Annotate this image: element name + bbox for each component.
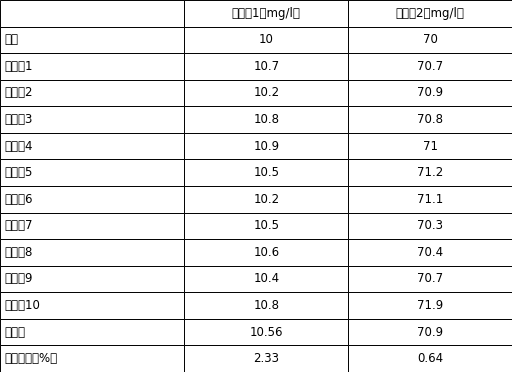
Text: 70.8: 70.8 (417, 113, 443, 126)
Bar (348, 26, 512, 53)
Bar (184, 266, 348, 292)
Bar (184, 346, 348, 372)
Text: 70.7: 70.7 (417, 273, 443, 285)
Text: 测定偗8: 测定偗8 (4, 246, 32, 259)
Bar (348, 53, 512, 80)
Text: 70.4: 70.4 (417, 246, 443, 259)
Text: 测定偗6: 测定偗6 (4, 193, 33, 206)
Bar (348, 292, 512, 319)
Text: 质控哈2（mg/l）: 质控哈2（mg/l） (396, 7, 464, 20)
Text: 10.5: 10.5 (253, 166, 279, 179)
Bar (184, 319, 348, 346)
Bar (348, 266, 512, 292)
Bar (348, 186, 512, 212)
Bar (184, 186, 348, 212)
Bar (348, 319, 512, 346)
Bar (348, 133, 512, 160)
Text: 10.4: 10.4 (253, 273, 280, 285)
Bar (348, 0, 512, 26)
Bar (0, 160, 184, 186)
Bar (348, 239, 512, 266)
Text: 10.56: 10.56 (249, 326, 283, 339)
Text: 靶值: 靶值 (4, 33, 18, 46)
Bar (0, 80, 184, 106)
Text: 测定啶10: 测定啶10 (4, 299, 40, 312)
Text: 10.6: 10.6 (253, 246, 280, 259)
Text: 10.2: 10.2 (253, 193, 280, 206)
Text: 测定偗4: 测定偗4 (4, 140, 33, 153)
Bar (0, 26, 184, 53)
Bar (184, 0, 348, 26)
Text: 10.7: 10.7 (253, 60, 280, 73)
Text: 10.8: 10.8 (253, 299, 279, 312)
Text: 测定偗5: 测定偗5 (4, 166, 32, 179)
Bar (0, 53, 184, 80)
Bar (0, 106, 184, 133)
Text: 2.33: 2.33 (253, 352, 279, 365)
Bar (348, 106, 512, 133)
Bar (348, 80, 512, 106)
Bar (184, 26, 348, 53)
Text: 71: 71 (422, 140, 438, 153)
Text: 平均值: 平均值 (4, 326, 25, 339)
Text: 10.5: 10.5 (253, 219, 279, 232)
Text: 71.9: 71.9 (417, 299, 443, 312)
Text: 测定偗2: 测定偗2 (4, 87, 33, 99)
Text: 10: 10 (259, 33, 274, 46)
Text: 测定偗9: 测定偗9 (4, 273, 33, 285)
Bar (0, 0, 184, 26)
Bar (184, 133, 348, 160)
Bar (0, 186, 184, 212)
Bar (184, 106, 348, 133)
Text: 相对偏差（%）: 相对偏差（%） (4, 352, 57, 365)
Text: 70.9: 70.9 (417, 326, 443, 339)
Bar (184, 160, 348, 186)
Text: 70.9: 70.9 (417, 87, 443, 99)
Text: 10.8: 10.8 (253, 113, 279, 126)
Bar (0, 212, 184, 239)
Text: 71.1: 71.1 (417, 193, 443, 206)
Bar (184, 239, 348, 266)
Text: 70.7: 70.7 (417, 60, 443, 73)
Text: 测定偗1: 测定偗1 (4, 60, 33, 73)
Bar (348, 160, 512, 186)
Text: 测定偗7: 测定偗7 (4, 219, 33, 232)
Text: 70: 70 (422, 33, 438, 46)
Text: 70.3: 70.3 (417, 219, 443, 232)
Text: 0.64: 0.64 (417, 352, 443, 365)
Bar (0, 346, 184, 372)
Bar (0, 319, 184, 346)
Text: 71.2: 71.2 (417, 166, 443, 179)
Bar (184, 212, 348, 239)
Text: 质控哈1（mg/l）: 质控哈1（mg/l） (232, 7, 301, 20)
Bar (184, 53, 348, 80)
Text: 10.9: 10.9 (253, 140, 280, 153)
Bar (0, 133, 184, 160)
Bar (184, 292, 348, 319)
Bar (0, 239, 184, 266)
Text: 测定偗3: 测定偗3 (4, 113, 32, 126)
Text: 10.2: 10.2 (253, 87, 280, 99)
Bar (0, 266, 184, 292)
Bar (184, 80, 348, 106)
Bar (348, 346, 512, 372)
Bar (0, 292, 184, 319)
Bar (348, 212, 512, 239)
